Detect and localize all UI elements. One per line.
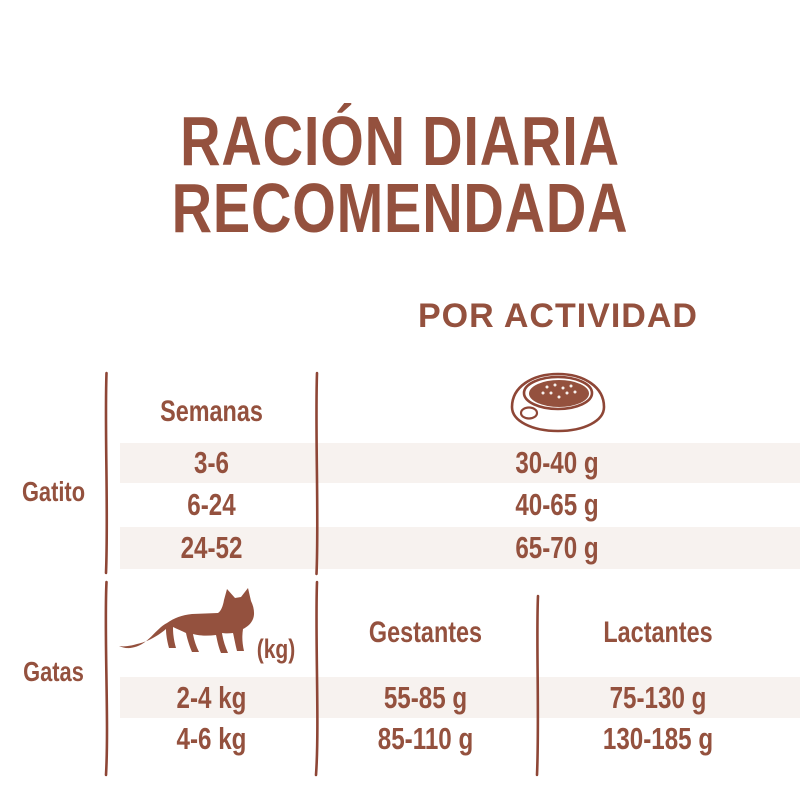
table-row: 2-4 kg 55-85 g 75-130 g	[107, 677, 781, 718]
amount-value: 30-40 g	[515, 445, 599, 480]
cats-header-row: Gestantes Lactantes	[316, 616, 781, 650]
row-stripe	[120, 527, 800, 569]
cats-section-label-row: Gatas	[0, 656, 107, 688]
weight-value: 4-6 kg	[176, 721, 247, 756]
kitten-section-label-row: Gatito	[0, 476, 107, 508]
weight-value: 2-4 kg	[176, 679, 247, 715]
row-stripe	[120, 443, 800, 483]
weight-unit-label: (kg)	[256, 633, 296, 664]
weight-unit-row: (kg)	[244, 633, 308, 665]
subtitle-por-actividad: POR ACTIVIDAD	[418, 297, 698, 335]
food-bowl-icon	[510, 372, 606, 433]
row-stripe	[120, 677, 800, 718]
page-title-line-2: RECOMENDADA	[171, 169, 629, 247]
amount-value: 40-65 g	[515, 487, 599, 522]
lactantes-value: 75-130 g	[609, 679, 707, 715]
kitten-section-label: Gatito	[21, 476, 86, 507]
table-row: 4-6 kg 85-110 g 130-185 g	[107, 718, 781, 760]
cats-section-label: Gatas	[23, 656, 84, 687]
kitten-header-row: Semanas	[107, 394, 316, 430]
table-row: 3-6 30-40 g	[107, 443, 798, 483]
lactantes-value: 130-185 g	[602, 721, 714, 756]
weeks-value: 24-52	[180, 530, 243, 565]
weeks-value: 6-24	[187, 487, 236, 522]
amount-value: 65-70 g	[515, 530, 599, 565]
gestantes-column-header: Gestantes	[368, 616, 483, 649]
gestantes-value: 55-85 g	[383, 679, 468, 715]
kitten-column-header: Semanas	[160, 395, 263, 428]
page-title-line-1: RACIÓN DIARIA	[180, 102, 620, 180]
table-row: 6-24 40-65 g	[107, 483, 798, 527]
lactantes-column-header: Lactantes	[603, 616, 713, 649]
weeks-value: 3-6	[194, 445, 229, 480]
table-row: 24-52 65-70 g	[107, 527, 798, 569]
gestantes-value: 85-110 g	[377, 721, 474, 756]
cat-silhouette-icon	[119, 588, 255, 653]
